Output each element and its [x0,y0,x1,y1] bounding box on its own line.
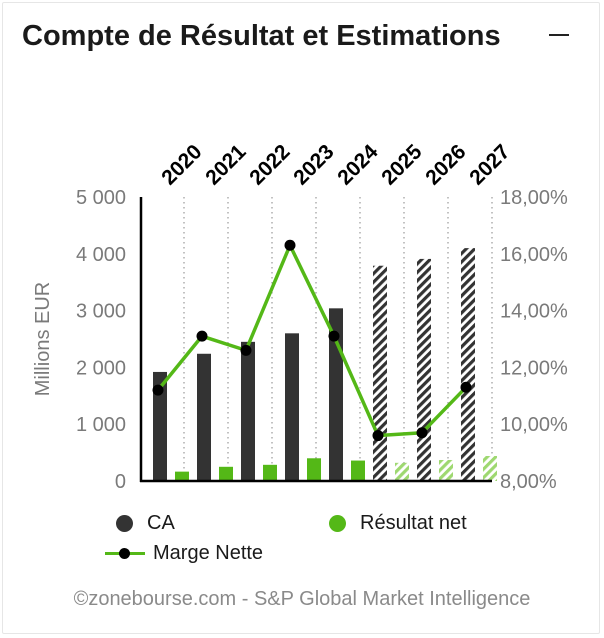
y-tick-label: 2 000 [76,357,126,379]
bar-resultat-net [439,459,453,481]
bar-ca [197,353,211,481]
y-tick-label: 4 000 [76,244,126,266]
legend-swatch-ca [116,515,133,532]
point-marge-nette [152,384,164,396]
y-tick-label: 5 000 [76,187,126,209]
x-tick-label: 2023 [289,140,338,189]
point-marge-nette [196,330,208,342]
y2-tick-label: 10,00% [500,414,568,436]
bar-ca [285,333,299,481]
x-tick-label: 2022 [245,140,294,189]
bar-ca [153,371,167,481]
x-tick-label: 2026 [421,140,470,189]
point-marge-nette [240,344,252,356]
bar-ca [373,265,387,481]
y2-tick-label: 12,00% [500,357,568,379]
bar-ca [461,248,475,481]
bar-resultat-net [175,471,189,481]
y2-tick-label: 16,00% [500,244,568,266]
bar-ca [417,258,431,481]
legend-label-ca: CA [147,512,175,534]
legend-item-resultat-net[interactable]: Résultat net [329,512,467,535]
x-tick-label: 2024 [333,140,383,190]
y2-tick-label: 8,00% [500,471,557,493]
point-marge-nette [328,330,340,342]
x-tick-label: 2020 [157,140,206,189]
minus-icon [549,34,569,36]
point-marge-nette [372,430,384,442]
legend-swatch-resultat-net [329,515,346,532]
legend-item-marge-nette[interactable]: Marge Nette [105,542,263,565]
y-tick-label: 3 000 [76,301,126,323]
y2-tick-label: 18,00% [500,187,568,209]
bar-resultat-net [351,460,365,481]
credit-text[interactable]: ©zonebourse.com - S&P Global Market Inte… [73,588,531,610]
chart-title: Compte de Résultat et Estimations [22,20,501,52]
y-tick-label: 0 [115,471,126,493]
x-tick-label: 2025 [377,140,427,190]
x-tick-label: 2027 [465,140,514,189]
line-marge-nette [156,243,468,438]
bar-resultat-net [307,458,321,481]
legend-swatch-marge-nette [105,545,145,562]
y2-tick-label: 14,00% [500,301,568,323]
bar-resultat-net [263,464,277,481]
y-tick-label: 1 000 [76,414,126,436]
x-tick-label: 2021 [201,140,251,190]
legend-label-marge-nette: Marge Nette [153,542,264,564]
bar-resultat-net [483,456,497,481]
point-marge-nette [416,427,428,439]
collapse-button[interactable] [548,24,570,46]
bar-resultat-net [395,462,409,481]
y-axis-title: Millions EUR [32,282,54,396]
point-marge-nette [284,239,296,251]
legend-item-ca[interactable]: CA [116,512,175,535]
bar-resultat-net [219,466,233,481]
bar-ca [241,341,255,481]
point-marge-nette [460,381,472,393]
legend-label-resultat-net: Résultat net [360,512,467,534]
